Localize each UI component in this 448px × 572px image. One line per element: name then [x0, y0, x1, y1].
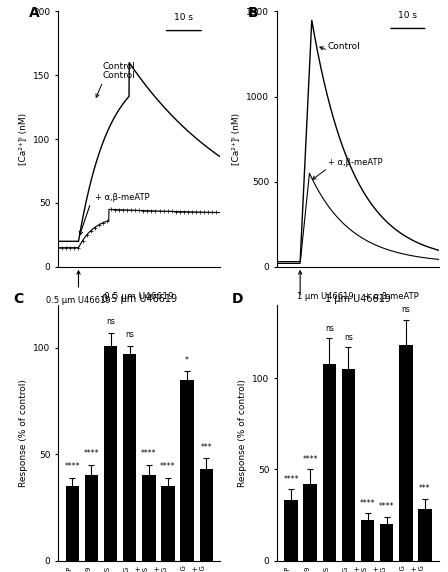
- Bar: [303, 484, 317, 561]
- Text: + α,β-meATP: + α,β-meATP: [328, 158, 383, 166]
- Y-axis label: [Ca²⁺]ᴵ (nM): [Ca²⁺]ᴵ (nM): [19, 113, 28, 165]
- Bar: [65, 486, 79, 561]
- Bar: [342, 369, 355, 561]
- Bar: [380, 524, 393, 561]
- Text: ****: ****: [360, 499, 375, 508]
- Title: 1 μm U46619: 1 μm U46619: [325, 295, 391, 304]
- Text: ns: ns: [325, 324, 334, 332]
- Text: + α,β-meATP: + α,β-meATP: [95, 193, 149, 202]
- Text: *: *: [185, 356, 189, 365]
- Text: ****: ****: [160, 462, 176, 471]
- Bar: [142, 475, 155, 561]
- Text: Control: Control: [328, 42, 361, 51]
- Text: B: B: [248, 6, 258, 21]
- Bar: [85, 475, 98, 561]
- Text: Control: Control: [103, 62, 136, 71]
- Bar: [161, 486, 175, 561]
- Text: ****: ****: [283, 475, 299, 484]
- Text: ns: ns: [401, 305, 410, 314]
- Text: C: C: [13, 292, 23, 307]
- Bar: [323, 364, 336, 561]
- Bar: [104, 345, 117, 561]
- Bar: [199, 469, 213, 561]
- Bar: [399, 345, 413, 561]
- Text: ns: ns: [125, 330, 134, 339]
- Bar: [181, 380, 194, 561]
- Text: + α,β-meATP: + α,β-meATP: [346, 306, 401, 315]
- X-axis label: 1 μm U46619    + α,β-meATP: 1 μm U46619 + α,β-meATP: [297, 292, 419, 301]
- Bar: [284, 500, 298, 561]
- Y-axis label: Response (% of control): Response (% of control): [19, 379, 28, 487]
- Bar: [361, 521, 374, 561]
- Title: 0.5 μm U46619: 0.5 μm U46619: [102, 295, 177, 304]
- Text: 10 s: 10 s: [398, 11, 417, 20]
- Text: ****: ****: [65, 462, 80, 471]
- Bar: [418, 510, 432, 561]
- Y-axis label: Response (% of control): Response (% of control): [237, 379, 246, 487]
- Text: ***: ***: [200, 443, 212, 452]
- Text: Control: Control: [103, 71, 136, 80]
- Y-axis label: [Ca²⁺]ᴵ (nM): [Ca²⁺]ᴵ (nM): [232, 113, 241, 165]
- Text: ****: ****: [84, 450, 99, 458]
- Text: ****: ****: [302, 455, 318, 464]
- Text: ***: ***: [419, 484, 431, 493]
- Text: D: D: [232, 292, 243, 307]
- Text: 0.5 μm U46619: 0.5 μm U46619: [46, 296, 111, 305]
- Text: ****: ****: [141, 450, 157, 458]
- Text: ****: ****: [379, 502, 395, 511]
- Text: 1 μm U46619: 1 μm U46619: [289, 306, 345, 315]
- Bar: [123, 354, 136, 561]
- X-axis label: 0.5 μm U46619: 0.5 μm U46619: [104, 292, 174, 301]
- Text: ns: ns: [344, 333, 353, 341]
- Text: A: A: [29, 6, 40, 21]
- Text: ns: ns: [106, 317, 115, 327]
- Text: 10 s: 10 s: [174, 13, 194, 22]
